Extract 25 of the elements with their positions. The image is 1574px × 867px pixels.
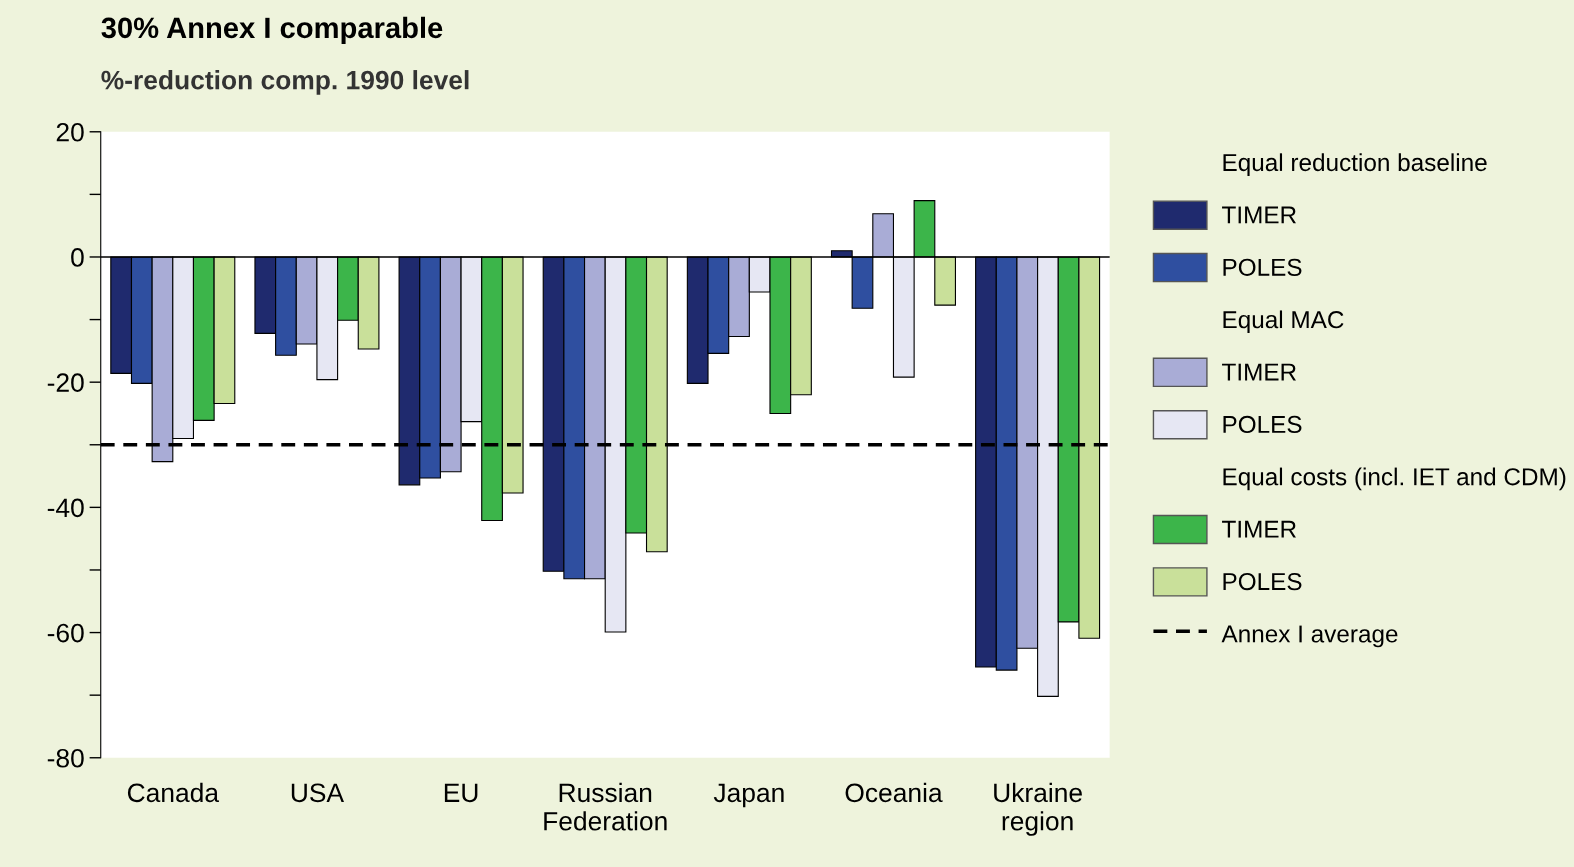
legend-label: TIMER xyxy=(1222,206,1296,224)
y-tick-label: 20 xyxy=(56,122,84,142)
x-tick-label: EU xyxy=(444,783,478,803)
y-tick-label: 0 xyxy=(71,248,84,267)
y-tick-label: -80 xyxy=(47,748,84,768)
x-tick-label: Russian Federation xyxy=(544,782,667,831)
text: Equal reduction baseline xyxy=(1223,153,1487,176)
legend-label: TIMER xyxy=(1222,520,1296,538)
x-tick-label: Canada xyxy=(127,782,220,803)
legend-label: Annex I average xyxy=(1221,625,1398,648)
text: Equal MAC xyxy=(1223,310,1344,334)
x-tick-label: Oceania xyxy=(845,782,943,803)
x-tick-label: USA xyxy=(291,783,345,803)
x-tick-label: Ukraine region xyxy=(994,782,1082,836)
chart-title: 30% Annex I comparable xyxy=(101,16,443,44)
y-tick-label: -60 xyxy=(47,623,84,643)
text: Equal costs (incl. IET and CDM) xyxy=(1223,467,1566,491)
legend-label: TIMER xyxy=(1222,363,1296,381)
y-tick-label: -40 xyxy=(47,498,84,518)
legend-label: POLES xyxy=(1223,415,1302,434)
y-tick-label: -20 xyxy=(47,373,84,392)
legend-label: POLES xyxy=(1223,258,1302,276)
x-tick-label: Japan xyxy=(713,783,784,808)
legend-label: POLES xyxy=(1223,572,1302,591)
chart-subtitle: %-reduction comp. 1990 level xyxy=(101,70,469,95)
